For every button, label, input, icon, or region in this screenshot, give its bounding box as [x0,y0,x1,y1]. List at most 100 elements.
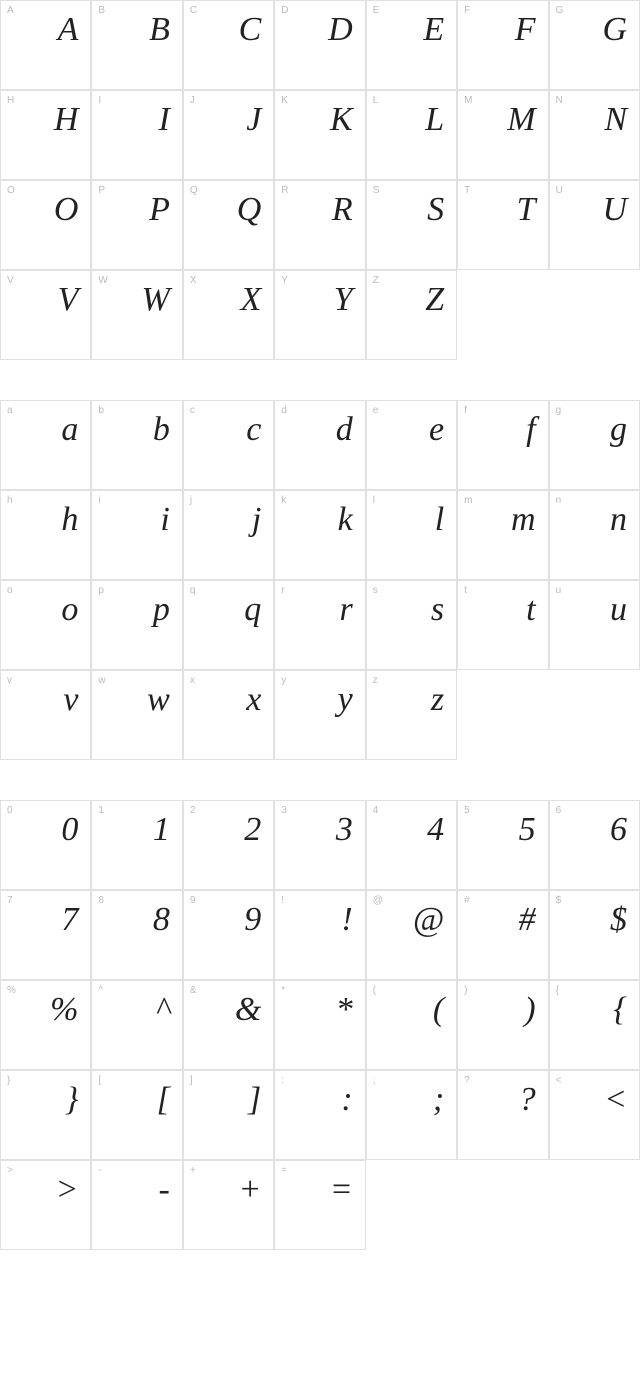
glyph-cell: dd [274,400,365,490]
glyph-label: ) [464,985,467,996]
glyph-label: c [190,405,195,416]
glyph-char: a [61,411,78,449]
glyph-cell: ^^ [91,980,182,1070]
glyph-cell: ]] [183,1070,274,1160]
glyph-char: & [235,991,261,1029]
glyph-cell: }} [0,1070,91,1160]
glyph-cell: (( [366,980,457,1070]
glyph-label: N [556,95,563,106]
glyph-cell: kk [274,490,365,580]
glyph-cell: ** [274,980,365,1070]
glyph-label: g [556,405,562,416]
glyph-char: T [517,191,536,229]
glyph-char: Z [425,281,444,319]
glyph-cell: HH [0,90,91,180]
glyph-char: k [338,501,353,539]
glyph-label: q [190,585,196,596]
glyph-char: ] [248,1081,261,1119]
glyph-cell: DD [274,0,365,90]
glyph-cell: )) [457,980,548,1070]
glyph-label: 4 [373,805,379,816]
glyph-label: w [98,675,105,686]
glyph-char: v [63,681,78,719]
glyph-char: = [330,1171,353,1209]
glyph-label: a [7,405,13,416]
glyph-cell: ee [366,400,457,490]
glyph-section-lowercase: aabbccddeeffgghhiijjkkllmmnnooppqqrrsstt… [0,400,640,760]
glyph-label: O [7,185,15,196]
glyph-cell: ss [366,580,457,670]
glyph-char: U [602,191,627,229]
glyph-label: C [190,5,197,16]
glyph-char: I [159,101,170,139]
glyph-char: % [50,991,78,1029]
glyph-label: v [7,675,12,686]
glyph-cell: && [183,980,274,1070]
glyph-char: z [431,681,444,719]
glyph-char: d [336,411,353,449]
glyph-cell: 00 [0,800,91,890]
glyph-char: l [435,501,444,539]
glyph-char: ! [341,901,352,939]
glyph-cell: << [549,1070,640,1160]
glyph-label: K [281,95,288,106]
glyph-label: R [281,185,288,196]
glyph-cell: ;; [366,1070,457,1160]
glyph-cell: -- [91,1160,182,1250]
glyph-char: 8 [153,901,170,939]
glyph-char: C [239,11,262,49]
glyph-cell: ff [457,400,548,490]
glyph-label: D [281,5,288,16]
glyph-label: 8 [98,895,104,906]
glyph-char: < [604,1081,627,1119]
glyph-section-uppercase: AABBCCDDEEFFGGHHIIJJKKLLMMNNOOPPQQRRSSTT… [0,0,640,360]
glyph-label: ? [464,1075,470,1086]
glyph-char: $ [610,901,627,939]
glyph-char: J [246,101,261,139]
glyph-char: Y [334,281,353,319]
glyph-char: : [341,1081,352,1119]
glyph-cell: 11 [91,800,182,890]
glyph-cell: !! [274,890,365,980]
glyph-label: [ [98,1075,101,1086]
glyph-char: 1 [153,811,170,849]
glyph-label: 9 [190,895,196,906]
glyph-char: s [431,591,444,629]
glyph-char: c [246,411,261,449]
glyph-label: f [464,405,467,416]
glyph-cell: bb [91,400,182,490]
glyph-label: y [281,675,286,686]
glyph-label: X [190,275,197,286]
glyph-label: W [98,275,107,286]
glyph-char: ; [433,1081,444,1119]
glyph-cell: nn [549,490,640,580]
glyph-cell: 88 [91,890,182,980]
glyph-char: + [238,1171,261,1209]
glyph-cell: RR [274,180,365,270]
glyph-char: r [339,591,352,629]
glyph-cell: 77 [0,890,91,980]
glyph-char: u [610,591,627,629]
glyph-char: o [61,591,78,629]
glyph-cell: FF [457,0,548,90]
glyph-cell: xx [183,670,274,760]
glyph-cell: %% [0,980,91,1070]
glyph-cell: qq [183,580,274,670]
glyph-cell: @@ [366,890,457,980]
glyph-cell: 22 [183,800,274,890]
glyph-cell: OO [0,180,91,270]
glyph-char: H [54,101,79,139]
glyph-cell: 66 [549,800,640,890]
glyph-cell: ll [366,490,457,580]
glyph-label: n [556,495,562,506]
glyph-cell: UU [549,180,640,270]
glyph-label: 2 [190,805,196,816]
glyph-char: P [149,191,170,229]
glyph-label: B [98,5,105,16]
glyph-label: # [464,895,470,906]
glyph-char: M [507,101,535,139]
glyph-label: I [98,95,101,106]
glyph-label: P [98,185,105,196]
glyph-label: 1 [98,805,104,816]
glyph-char: R [332,191,353,229]
